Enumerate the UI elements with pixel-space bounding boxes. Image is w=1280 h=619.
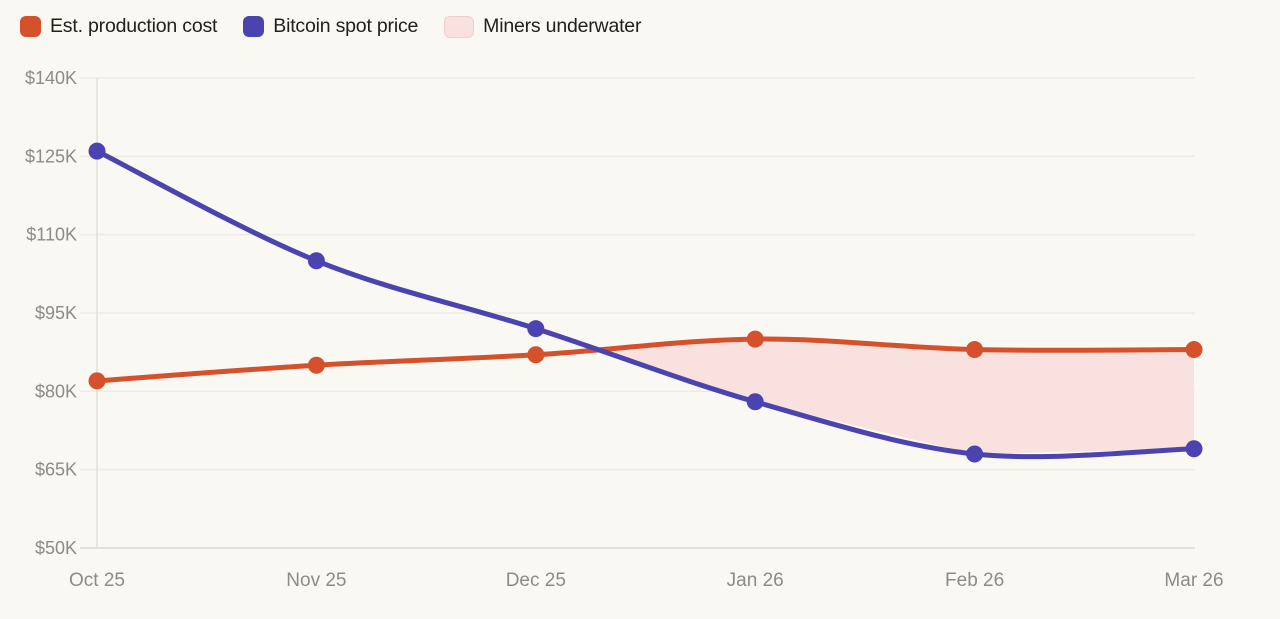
x-axis-tick-label: Mar 26 <box>1164 570 1223 591</box>
data-point-bitcoin-spot-price-dec-25[interactable] <box>527 320 545 338</box>
data-point-bitcoin-spot-price-oct-25[interactable] <box>88 142 106 160</box>
legend-label-spot-price: Bitcoin spot price <box>273 15 419 37</box>
x-axis-tick-label: Nov 25 <box>286 570 346 591</box>
production-cost-swatch-icon <box>20 16 41 37</box>
data-point-est-production-cost-nov-25[interactable] <box>307 356 325 374</box>
data-point-est-production-cost-dec-25[interactable] <box>527 346 545 364</box>
x-axis-tick-label: Oct 25 <box>69 570 125 591</box>
legend-label-miners-underwater: Miners underwater <box>483 15 642 37</box>
data-point-est-production-cost-mar-26[interactable] <box>1185 341 1203 359</box>
miners-underwater-area <box>600 339 1194 454</box>
legend-item-miners-underwater[interactable]: Miners underwater <box>444 15 641 38</box>
data-point-est-production-cost-feb-26[interactable] <box>966 341 984 359</box>
y-axis-tick-label: $95K <box>35 303 77 323</box>
series-line-est-production-cost <box>94 336 1197 384</box>
x-axis-tick-label: Dec 25 <box>506 570 566 591</box>
y-axis-tick-label: $50K <box>35 538 77 558</box>
y-axis-tick-label: $110K <box>26 225 77 245</box>
data-point-bitcoin-spot-price-feb-26[interactable] <box>966 445 984 463</box>
y-axis-tick-label: $80K <box>35 381 77 401</box>
data-point-est-production-cost-oct-25[interactable] <box>88 372 106 390</box>
data-point-bitcoin-spot-price-jan-26[interactable] <box>746 393 764 411</box>
legend-item-spot-price[interactable]: Bitcoin spot price <box>243 15 418 38</box>
y-axis-tick-label: $65K <box>35 460 77 480</box>
x-axis-tick-label: Feb 26 <box>945 570 1004 591</box>
data-point-bitcoin-spot-price-mar-26[interactable] <box>1185 440 1203 458</box>
data-point-est-production-cost-jan-26[interactable] <box>746 330 764 348</box>
x-axis-tick-label: Jan 26 <box>727 570 784 591</box>
legend-label-production-cost: Est. production cost <box>50 15 218 37</box>
series-line-bitcoin-spot-price <box>94 148 1197 460</box>
y-axis-tick-label: $125K <box>25 146 77 166</box>
y-axis-tick-label: $140K <box>25 68 77 88</box>
chart-legend: Est. production cost Bitcoin spot price … <box>20 15 641 38</box>
miners-underwater-swatch-icon <box>444 15 475 38</box>
spot-price-swatch-icon <box>243 16 265 37</box>
data-point-bitcoin-spot-price-nov-25[interactable] <box>307 252 325 270</box>
legend-item-production-cost[interactable]: Est. production cost <box>20 15 217 38</box>
